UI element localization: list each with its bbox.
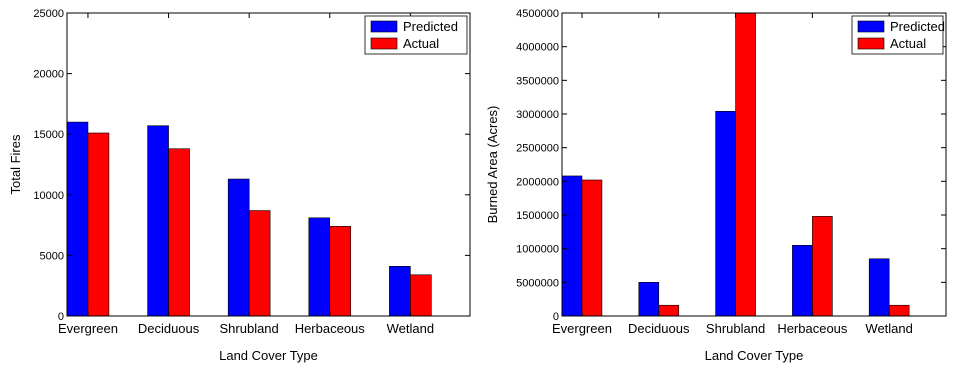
chart-1: 0 5000 10000 15000 20000 25000 Evergreen Decidu… [8,8,471,363]
x-tick-label: Wetland [387,321,434,336]
y-tick-label: 2000000 [516,176,559,188]
x-tick-label: Wetland [865,321,912,336]
legend: Predicted Actual [364,15,468,55]
y-tick-label: 0 [58,311,64,323]
legend: Predicted Actual [851,15,945,55]
plot-frame [66,12,471,317]
x-tick-label: Shrubland [706,321,765,336]
legend-swatch-actual [370,37,398,50]
bar-actual-deciduous [168,148,190,317]
legend-label-predicted: Predicted [403,19,458,34]
bar-actual-shrubland [248,210,271,317]
x-tick-label: Herbaceous [777,321,848,336]
bar-predicted-shrubland [227,178,250,317]
y-tick-label: 1000000 [516,244,559,256]
y-tick-label: 20000 [33,69,64,81]
x-tick-label: Evergreen [552,321,612,336]
bar-actual-wetland [410,274,432,317]
y-tick-label: 10000 [33,190,64,202]
legend-label-predicted: Predicted [890,19,945,34]
y-tick-label: 4500000 [516,8,559,20]
bar-predicted-shrubland [715,111,736,317]
y-tick-label: 3000000 [516,109,559,121]
bar-predicted-deciduous [638,282,660,317]
y-axis-label: Total Fires [8,134,23,194]
y-tick-label: 2500000 [516,143,559,155]
x-tick-label: Shrubland [220,321,279,336]
x-tick-label: Herbaceous [295,321,366,336]
x-axis-label: Land Cover Type [219,348,318,363]
plot-frame [561,12,947,317]
legend-label-actual: Actual [403,36,439,51]
bar-predicted-evergreen [66,121,89,317]
bar-actual-evergreen [581,179,603,317]
y-tick-label: 0 [553,311,559,323]
y-tick-label: 25000 [33,8,64,20]
x-tick-label: Evergreen [58,321,118,336]
x-tick-label: Deciduous [138,321,200,336]
y-tick-label: 1500000 [516,210,559,222]
legend-swatch-predicted [857,20,885,33]
y-tick-label: 3500000 [516,75,559,87]
bar-actual-evergreen [87,132,110,317]
bar-predicted-herbaceous [792,245,813,317]
x-tick-label: Deciduous [628,321,690,336]
x-axis-label: Land Cover Type [705,348,804,363]
y-tick-label: 4000000 [516,42,559,54]
bar-actual-shrubland [735,12,756,317]
bar-predicted-evergreen [561,175,583,317]
legend-swatch-actual [857,37,885,50]
bar-actual-herbaceous [329,226,352,317]
bar-actual-deciduous [658,304,680,317]
bar-predicted-wetland [868,258,890,317]
y-tick-label: 15000 [33,129,64,141]
y-tick-label: 5000 [40,250,64,262]
bar-predicted-wetland [389,266,411,317]
legend-label-actual: Actual [890,36,926,51]
bar-actual-wetland [888,304,910,317]
y-axis-label: Burned Area (Acres) [485,106,500,224]
bar-actual-herbaceous [812,216,833,317]
chart-2: 0 5000000 1000000 1500000 2000000 2500000 3000… [485,8,947,363]
bar-predicted-herbaceous [308,217,331,317]
legend-swatch-predicted [370,20,398,33]
y-tick-label: 5000000 [516,277,559,289]
bar-predicted-deciduous [147,125,169,317]
